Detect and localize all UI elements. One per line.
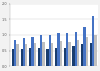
Bar [77, 40, 79, 66]
Bar [34, 43, 36, 66]
Bar [16, 44, 19, 66]
Bar [40, 35, 42, 66]
Bar [66, 33, 68, 66]
Bar [38, 48, 40, 66]
Bar [31, 37, 34, 66]
Bar [49, 35, 51, 66]
Bar [94, 35, 96, 66]
Bar [29, 48, 31, 66]
Bar [75, 32, 77, 66]
Bar [81, 44, 83, 66]
Bar [14, 40, 16, 66]
Bar [20, 49, 23, 66]
Bar [57, 33, 60, 66]
Bar [83, 27, 86, 66]
Bar [72, 46, 75, 66]
Bar [92, 16, 94, 66]
Bar [25, 44, 27, 66]
Bar [46, 49, 49, 66]
Bar [68, 42, 71, 66]
Bar [60, 41, 62, 66]
Bar [55, 48, 57, 66]
Bar [12, 49, 14, 66]
Bar [51, 43, 53, 66]
Bar [42, 42, 45, 66]
Bar [86, 37, 88, 66]
Bar [64, 48, 66, 66]
Bar [23, 38, 25, 66]
Bar [90, 43, 92, 66]
